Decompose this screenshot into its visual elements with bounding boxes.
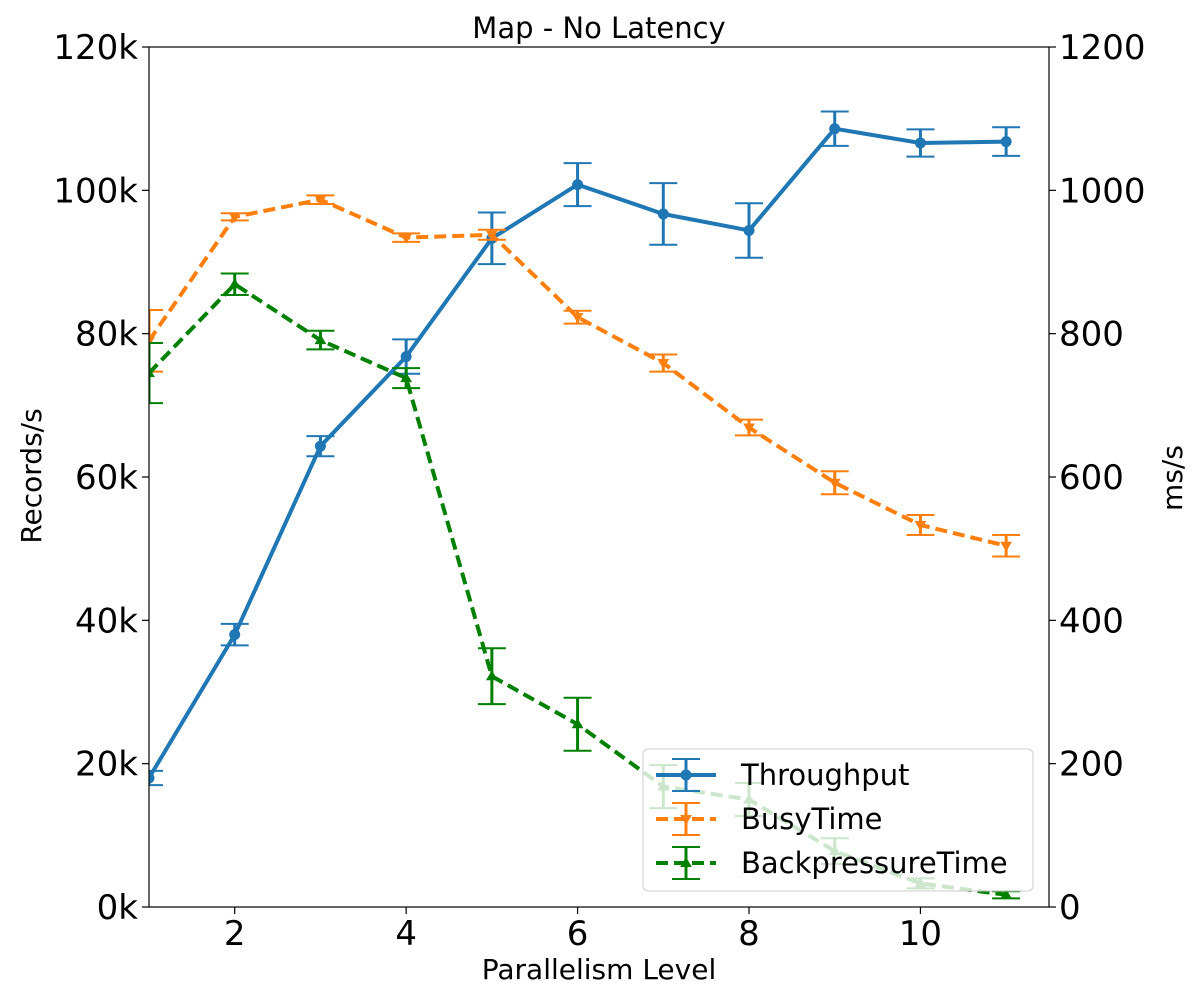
backpressuretime-point <box>149 367 155 378</box>
y-left-tick-label: 20k <box>75 745 138 785</box>
busytime-point <box>571 313 584 324</box>
legend-swatch-marker <box>680 857 692 867</box>
x-tick-label: 8 <box>738 914 760 954</box>
busytime-point <box>1000 541 1013 552</box>
y-left-tick-label: 80k <box>75 315 138 355</box>
busytime-point <box>314 195 327 206</box>
y-right-tick-label: 600 <box>1059 458 1124 498</box>
busytime-point <box>914 521 927 532</box>
legend-box <box>642 748 1034 892</box>
x-tick-label: 4 <box>395 914 417 954</box>
y-left-tick-label: 60k <box>75 458 138 498</box>
x-tick-label: 6 <box>567 914 589 954</box>
busytime-point <box>400 233 413 244</box>
y-right-axis-title: ms/s <box>1156 445 1189 511</box>
backpressuretime-point <box>571 718 584 729</box>
throughput-point <box>657 208 669 220</box>
legend-item-busytime: BusyTime <box>656 802 883 836</box>
y-right-tick-label: 800 <box>1059 315 1124 355</box>
backpressuretime-point <box>1000 888 1013 899</box>
legend-item-throughput: Throughput <box>656 758 909 792</box>
x-tick-label: 2 <box>224 914 246 954</box>
throughput-point <box>1000 136 1012 148</box>
throughput-point <box>229 629 241 641</box>
throughput-point <box>314 440 326 452</box>
x-tick-label: 10 <box>899 914 942 954</box>
busytime-point <box>228 212 241 223</box>
legend-label-backpressuretime: BackpressureTime <box>741 846 1008 880</box>
legend-item-backpressuretime: BackpressureTime <box>656 846 1008 880</box>
y-left-tick-label: 0k <box>97 888 139 928</box>
legend: Throughput BusyTime BackpressureTime <box>642 748 1034 892</box>
throughput-point <box>572 179 584 191</box>
y-right-tick-label: 200 <box>1059 745 1124 785</box>
busytime-point <box>743 423 755 434</box>
throughput-point <box>400 351 412 363</box>
backpressuretime-point <box>314 334 327 345</box>
y-right-tick-label: 1000 <box>1059 171 1146 211</box>
legend-label-busytime: BusyTime <box>741 802 883 836</box>
backpressuretime-point <box>228 278 241 289</box>
throughput-point <box>829 123 841 135</box>
y-right-tick-label: 400 <box>1059 601 1124 641</box>
busytime-point <box>485 230 498 241</box>
throughput-point <box>743 224 755 236</box>
axes: 2 4 6 8 100k20k40k60k80k100k120k020040060080… <box>53 28 1145 954</box>
x-axis-title: Parallelism Level <box>482 953 716 986</box>
legend-swatch-marker <box>680 815 692 825</box>
backpressuretime-point <box>485 670 498 681</box>
backpressuretime-point <box>400 372 413 383</box>
y-left-tick-label: 40k <box>75 601 138 641</box>
busytime-line <box>149 197 1007 548</box>
legend-label-throughput: Throughput <box>740 758 909 792</box>
y-left-axis-title: Records/s <box>15 408 48 543</box>
throughput-point <box>914 137 926 149</box>
y-right-tick-label: 0 <box>1059 888 1081 928</box>
series-busytime <box>149 194 1021 558</box>
y-left-tick-label: 120k <box>53 28 138 68</box>
busytime-point <box>657 359 670 370</box>
throughput-point <box>149 772 155 784</box>
chart-title: Map - No Latency <box>472 11 725 45</box>
y-left-tick-label: 100k <box>53 171 138 211</box>
busytime-point <box>828 478 841 489</box>
y-right-tick-label: 1200 <box>1059 28 1146 68</box>
legend-swatch-marker <box>680 769 692 781</box>
